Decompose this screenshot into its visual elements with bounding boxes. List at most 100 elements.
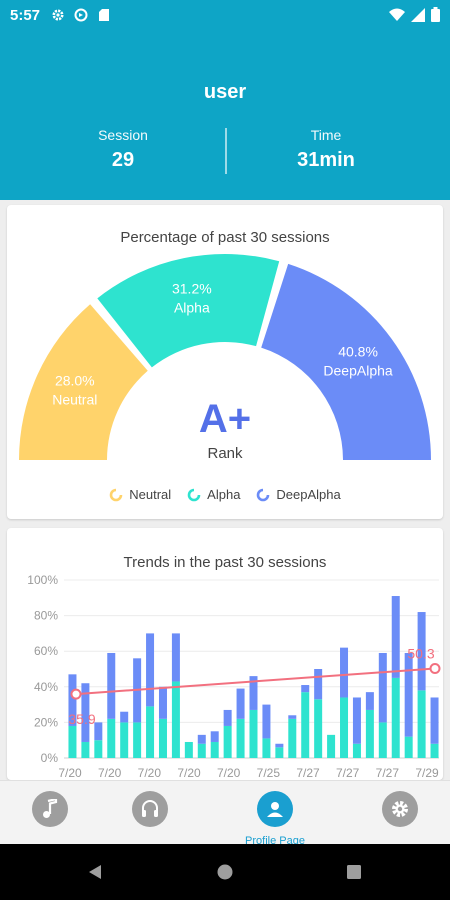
bar-bottom[interactable] bbox=[81, 741, 90, 758]
bar-top[interactable] bbox=[236, 688, 245, 719]
signal-icon bbox=[411, 7, 425, 27]
x-tick-label: 7/27 bbox=[376, 766, 400, 780]
bar-top[interactable] bbox=[275, 743, 284, 748]
nav-settings[interactable] bbox=[380, 791, 420, 831]
bar-bottom[interactable] bbox=[107, 718, 116, 758]
x-tick-label: 7/27 bbox=[296, 766, 320, 780]
bar-top[interactable] bbox=[378, 652, 387, 723]
bar-top[interactable] bbox=[120, 711, 129, 723]
neutral-legend-icon bbox=[109, 488, 123, 501]
y-tick-label: 100% bbox=[27, 573, 58, 587]
y-tick-label: 0% bbox=[41, 751, 59, 765]
bar-top[interactable] bbox=[262, 704, 271, 739]
nav-profile[interactable]: Profile Page bbox=[245, 791, 305, 847]
trend-end-point[interactable] bbox=[429, 662, 441, 674]
x-tick-label: 7/20 bbox=[138, 766, 162, 780]
bar-top[interactable] bbox=[340, 647, 349, 698]
back-icon[interactable] bbox=[89, 865, 101, 879]
gauge-value-alpha: 31.2% bbox=[172, 280, 212, 296]
percentage-card: Percentage of past 30 sessions 28.0% Neut… bbox=[7, 205, 443, 519]
bar-bottom[interactable] bbox=[146, 706, 155, 758]
profile-header: user Session 29 Time 31min bbox=[0, 30, 450, 200]
bar-top[interactable] bbox=[288, 715, 297, 719]
bar-top[interactable] bbox=[81, 683, 90, 742]
percentage-title: Percentage of past 30 sessions bbox=[120, 229, 330, 246]
legend-alpha[interactable]: Alpha bbox=[187, 487, 240, 502]
bar-bottom[interactable] bbox=[262, 738, 271, 758]
legend-neutral[interactable]: Neutral bbox=[109, 487, 171, 502]
bar-bottom[interactable] bbox=[288, 718, 297, 758]
gauge-slice-deepalpha[interactable] bbox=[261, 263, 431, 460]
time-label: Time bbox=[310, 127, 342, 143]
bar-top[interactable] bbox=[352, 697, 361, 744]
profile-icon bbox=[257, 791, 293, 827]
bar-bottom[interactable] bbox=[404, 736, 413, 758]
bar-bottom[interactable] bbox=[197, 743, 206, 758]
bar-bottom[interactable] bbox=[340, 697, 349, 758]
bar-bottom[interactable] bbox=[158, 718, 167, 758]
bar-bottom[interactable] bbox=[94, 740, 103, 758]
nav-headphones[interactable] bbox=[130, 791, 170, 831]
gauge-slice-alpha[interactable] bbox=[97, 254, 280, 368]
bar-bottom[interactable] bbox=[133, 722, 142, 758]
bar-top[interactable] bbox=[430, 697, 439, 744]
bar-top[interactable] bbox=[68, 674, 77, 726]
session-stat: Session 29 bbox=[33, 127, 213, 172]
trend-start-point[interactable] bbox=[70, 688, 82, 700]
bar-bottom[interactable] bbox=[391, 677, 400, 758]
nav-music[interactable] bbox=[30, 791, 70, 831]
bar-top[interactable] bbox=[158, 686, 167, 719]
gauge-label-alpha: Alpha bbox=[174, 299, 210, 315]
header-divider bbox=[225, 128, 227, 174]
x-tick-label: 7/20 bbox=[217, 766, 241, 780]
username: user bbox=[203, 81, 247, 103]
bar-bottom[interactable] bbox=[352, 743, 361, 758]
bar-top[interactable] bbox=[107, 652, 116, 719]
bar-bottom[interactable] bbox=[120, 722, 129, 758]
gauge-slice-neutral[interactable] bbox=[19, 304, 148, 460]
bar-top[interactable] bbox=[94, 722, 103, 741]
rank-label: Rank bbox=[207, 445, 243, 462]
bar-bottom[interactable] bbox=[249, 709, 258, 758]
bar-bottom[interactable] bbox=[223, 725, 232, 758]
bar-top[interactable] bbox=[301, 685, 310, 693]
legend-neutral-label: Neutral bbox=[129, 487, 172, 502]
y-tick-label: 60% bbox=[34, 644, 58, 658]
bar-top[interactable] bbox=[197, 734, 206, 744]
sync-status-icon bbox=[73, 7, 89, 23]
bar-bottom[interactable] bbox=[210, 741, 219, 758]
trends-card: Trends in the past 30 sessions 0% 20% 40% 6… bbox=[7, 528, 443, 780]
trend-line bbox=[75, 667, 436, 696]
bar-top[interactable] bbox=[249, 676, 258, 710]
bar-bottom[interactable] bbox=[171, 681, 180, 758]
settings-status-icon bbox=[50, 7, 66, 23]
bar-bottom[interactable] bbox=[68, 725, 77, 758]
bar-top[interactable] bbox=[223, 709, 232, 726]
home-icon[interactable] bbox=[217, 864, 233, 880]
bar-top[interactable] bbox=[404, 652, 413, 737]
bar-bottom[interactable] bbox=[301, 692, 310, 758]
x-tick-label: 7/27 bbox=[336, 766, 360, 780]
bar-bottom[interactable] bbox=[365, 709, 374, 758]
bar-bottom[interactable] bbox=[417, 690, 426, 758]
bar-bottom[interactable] bbox=[430, 743, 439, 758]
recents-icon[interactable] bbox=[347, 865, 361, 879]
bar-bottom[interactable] bbox=[314, 699, 323, 758]
bar-top[interactable] bbox=[210, 731, 219, 742]
bar-top[interactable] bbox=[417, 612, 426, 691]
bar-bottom[interactable] bbox=[378, 722, 387, 758]
bar-top[interactable] bbox=[314, 669, 323, 700]
bar-top[interactable] bbox=[146, 633, 155, 707]
bar-bottom[interactable] bbox=[184, 741, 193, 758]
legend-deepalpha-label: DeepAlpha bbox=[276, 487, 341, 502]
bar-top[interactable] bbox=[365, 692, 374, 710]
bar-bottom[interactable] bbox=[327, 734, 336, 758]
legend-deepalpha[interactable]: DeepAlpha bbox=[256, 487, 341, 502]
bar-top[interactable] bbox=[391, 596, 400, 678]
bar-bottom[interactable] bbox=[236, 718, 245, 758]
bar-bottom[interactable] bbox=[275, 747, 284, 758]
bar-top[interactable] bbox=[171, 633, 180, 682]
legend-alpha-label: Alpha bbox=[207, 487, 241, 502]
x-tick-label: 7/20 bbox=[98, 766, 122, 780]
gauge-chart: 28.0% Neutral 31.2% Alpha 40.8% DeepAlpha A+ Ra… bbox=[19, 254, 431, 462]
